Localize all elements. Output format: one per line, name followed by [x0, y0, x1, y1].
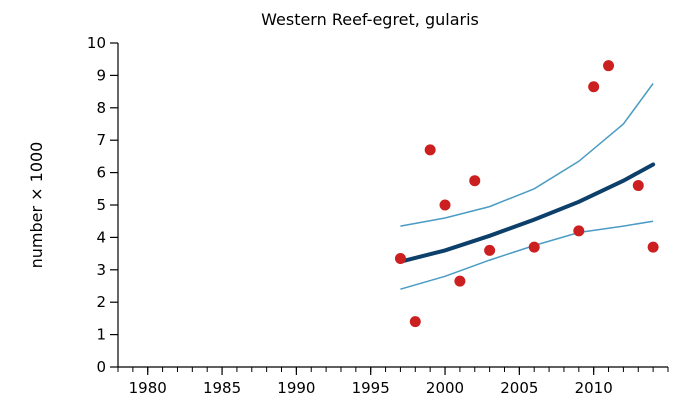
y-axis-label: number × 1000: [27, 142, 46, 269]
upper-confidence-line: [400, 83, 654, 227]
data-point: [454, 275, 466, 287]
data-point: [647, 241, 659, 253]
x-tick-label: 1980: [129, 379, 167, 397]
y-tick-label: 3: [96, 261, 106, 279]
x-tick-label: 1995: [352, 379, 390, 397]
x-tick-label: 2010: [575, 379, 613, 397]
data-point: [394, 252, 406, 264]
data-point: [469, 175, 481, 187]
data-point: [632, 180, 644, 192]
y-tick-label: 5: [96, 196, 106, 214]
y-tick-label: 8: [96, 99, 106, 117]
x-tick-label: 2005: [500, 379, 538, 397]
data-point: [424, 144, 436, 156]
x-tick-label: 2000: [426, 379, 464, 397]
y-tick-label: 2: [96, 293, 106, 311]
lower-confidence-line: [400, 220, 654, 290]
y-tick-label: 9: [96, 66, 106, 84]
data-point: [484, 244, 496, 256]
y-tick-label: 4: [96, 228, 106, 246]
data-point: [409, 316, 421, 328]
chart-title: Western Reef-egret, gularis: [261, 10, 479, 29]
y-tick-label: 6: [96, 164, 106, 182]
y-tick-label: 0: [96, 358, 106, 376]
x-tick-label: 1990: [277, 379, 315, 397]
data-point: [528, 241, 540, 253]
data-point: [603, 60, 615, 72]
trend-line: [398, 162, 656, 264]
y-tick-label: 10: [87, 34, 106, 52]
data-point: [573, 225, 585, 237]
y-tick-label: 7: [96, 131, 106, 149]
series-layer: [394, 60, 659, 328]
data-point: [588, 81, 600, 93]
y-tick-label: 1: [96, 326, 106, 344]
axes: 0 1 2 3 4 5 6 7 8 9 10 1980 1985 1990 1995 2000 2005 2010: [87, 34, 669, 397]
x-tick-label: 1985: [203, 379, 241, 397]
data-point: [439, 199, 451, 211]
